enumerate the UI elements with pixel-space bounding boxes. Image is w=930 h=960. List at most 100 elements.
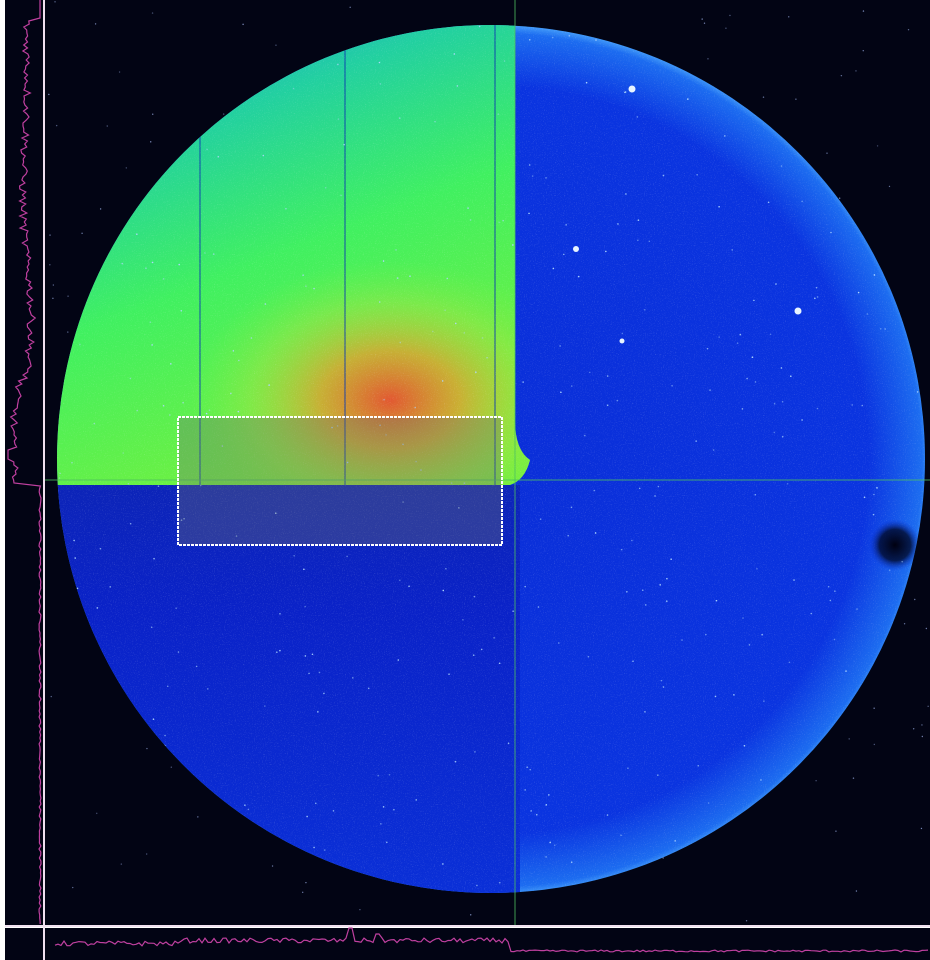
speck	[695, 440, 697, 442]
speck	[196, 666, 198, 668]
speck	[713, 449, 715, 451]
speck	[782, 401, 784, 403]
speck	[548, 794, 550, 796]
speck	[873, 514, 875, 516]
speck	[455, 761, 457, 763]
speck	[529, 769, 531, 771]
speck	[659, 584, 661, 586]
speck	[532, 175, 534, 177]
speck	[666, 600, 668, 602]
speck	[801, 419, 803, 421]
speck	[462, 619, 464, 621]
speck	[913, 728, 914, 729]
speck	[414, 407, 416, 409]
speck	[571, 507, 573, 509]
speck	[305, 285, 307, 287]
speck	[399, 579, 401, 581]
speck	[265, 303, 267, 305]
speck	[567, 535, 569, 537]
speck	[171, 767, 172, 768]
speck	[454, 53, 456, 55]
speck	[343, 144, 345, 146]
speck	[774, 432, 776, 434]
speck	[333, 810, 335, 812]
speck	[178, 264, 180, 266]
speck	[828, 586, 830, 588]
speck	[493, 637, 495, 639]
speck	[79, 344, 81, 346]
speck	[589, 372, 591, 374]
speck	[644, 309, 646, 311]
speck	[213, 253, 215, 255]
speck	[302, 274, 304, 276]
speck	[848, 738, 849, 739]
speck	[151, 344, 153, 346]
speck	[349, 7, 350, 8]
speck	[53, 284, 54, 285]
speck	[474, 596, 476, 598]
speck	[756, 568, 758, 570]
speck	[209, 409, 211, 411]
speck	[687, 98, 689, 100]
selection-roi[interactable]	[178, 417, 502, 545]
speck	[876, 487, 878, 489]
speck	[486, 357, 488, 359]
speck	[754, 494, 756, 496]
speck	[207, 688, 209, 690]
speck	[109, 586, 111, 588]
speck	[657, 774, 659, 776]
speck	[545, 177, 547, 179]
speck	[864, 496, 866, 498]
speck	[504, 60, 506, 62]
speck	[595, 39, 597, 41]
speck	[834, 639, 836, 641]
speck	[146, 853, 147, 854]
speck	[481, 649, 483, 651]
speck	[163, 405, 165, 407]
speck	[781, 165, 783, 167]
speck	[470, 914, 471, 915]
speck	[279, 650, 281, 652]
speck	[856, 890, 857, 891]
speck	[48, 94, 49, 95]
speck	[814, 297, 816, 299]
speck	[304, 606, 306, 608]
speck	[729, 15, 730, 16]
speck	[563, 254, 565, 256]
speck	[801, 201, 803, 203]
speck	[474, 751, 476, 753]
speck	[383, 399, 385, 401]
speck	[263, 155, 265, 157]
speck	[448, 673, 450, 675]
speck	[927, 706, 928, 707]
speck	[434, 121, 436, 123]
speck	[631, 540, 633, 542]
speck	[637, 239, 639, 241]
speck	[781, 367, 783, 369]
speck	[67, 331, 68, 332]
speck	[512, 244, 514, 246]
speck	[749, 644, 751, 646]
speck	[733, 694, 735, 696]
speck	[464, 332, 466, 334]
speck	[498, 222, 500, 224]
speck	[337, 64, 339, 66]
speck	[95, 23, 96, 24]
speck	[302, 892, 303, 893]
page: {} html, body { margin: 0; padding: 0; w…	[0, 0, 930, 960]
speck	[638, 219, 640, 221]
speck	[319, 672, 321, 674]
speck	[526, 766, 528, 768]
speck	[922, 736, 923, 737]
speck	[74, 557, 76, 559]
speck	[787, 483, 789, 485]
speck	[399, 342, 401, 344]
speck	[153, 558, 155, 560]
speck	[393, 809, 395, 811]
speck	[830, 232, 832, 234]
speck	[170, 363, 172, 365]
speck	[455, 323, 457, 325]
speck	[482, 337, 484, 339]
speck	[151, 626, 153, 628]
speck	[52, 298, 53, 299]
